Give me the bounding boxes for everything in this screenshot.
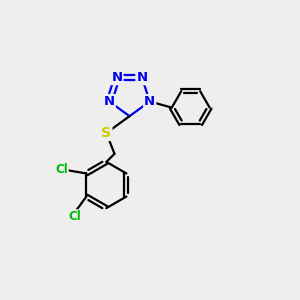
Text: N: N [136, 71, 148, 84]
Text: N: N [104, 95, 115, 108]
Text: N: N [111, 71, 123, 84]
Text: Cl: Cl [68, 210, 81, 223]
Text: N: N [144, 95, 155, 108]
Text: S: S [101, 126, 111, 140]
Text: Cl: Cl [55, 164, 68, 176]
